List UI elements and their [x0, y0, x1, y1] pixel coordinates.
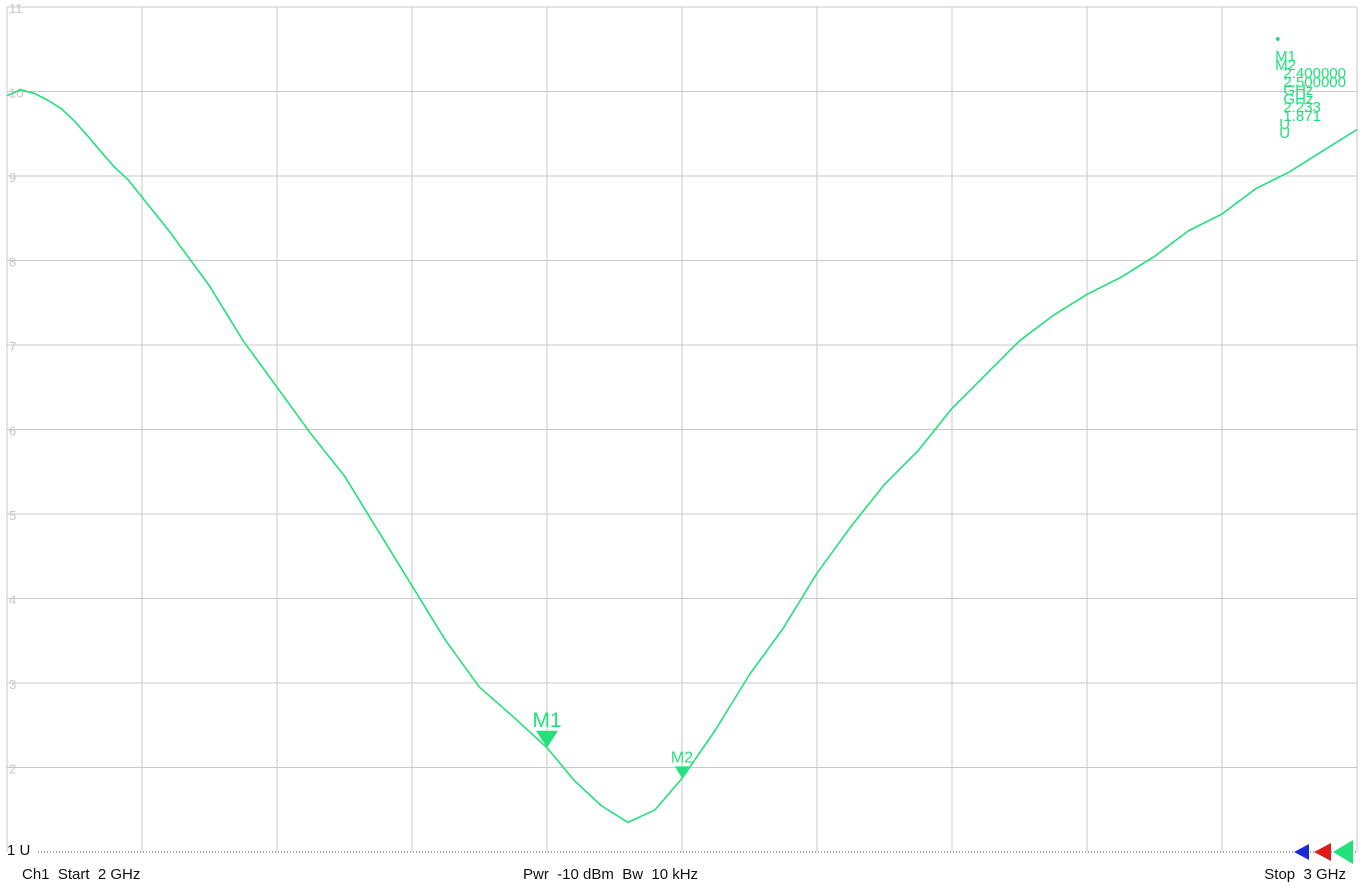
reference-triangle [1333, 840, 1353, 864]
reference-triangle [1294, 844, 1309, 860]
legend-marker-name: M2 [1275, 57, 1296, 74]
y-tick-label: 9 [9, 170, 16, 185]
legend-value: 1.871 [1283, 108, 1321, 125]
y-tick-label: 4 [9, 593, 16, 608]
y-tick-labels: 11 10 9 8 7 6 5 4 3 2 [9, 1, 23, 777]
legend-freq: 2.400000 [1283, 65, 1346, 82]
legend-value: 2.233 [1283, 99, 1321, 116]
reference-level-label: 1 U [7, 842, 31, 859]
reference-triangles [1294, 840, 1353, 864]
marker-group: M1 M2 [532, 709, 693, 779]
y-tick-label: 3 [9, 677, 16, 692]
y-tick-label: 10 [9, 86, 23, 101]
marker-m1-label: M1 [532, 709, 561, 732]
y-tick-label: 11 [9, 1, 23, 16]
footer-start: Ch1 Start 2 GHz [22, 866, 141, 883]
legend-marker-name: M1 [1275, 48, 1296, 65]
legend-freq-unit: GHz [1283, 82, 1314, 99]
legend-bullet: • [1275, 31, 1281, 48]
reference-triangle [1314, 843, 1331, 861]
y-tick-label: 8 [9, 255, 16, 270]
y-tick-label: 6 [9, 424, 16, 439]
legend-freq-unit: GHz [1283, 91, 1314, 108]
marker-m2-label: M2 [671, 749, 693, 766]
marker-m2-triangle [675, 766, 689, 779]
marker-m1-triangle [536, 730, 558, 748]
legend-unit: U [1279, 125, 1291, 142]
y-tick-label: 7 [9, 339, 16, 354]
trace-line [6, 89, 1358, 824]
legend-entry-m1: • M1 2.400000 GHz 2.233 U [1258, 14, 1346, 150]
grid-lines [6, 6, 1358, 852]
y-tick-label: 5 [9, 508, 16, 523]
y-tick-label: 2 [9, 762, 16, 777]
footer-center: Pwr -10 dBm Bw 10 kHz [523, 866, 699, 883]
footer-stop: Stop 3 GHz [1264, 866, 1346, 883]
legend-entry-m2: M2 2.500000 GHz 1.871 U [1258, 40, 1346, 159]
legend-freq: 2.500000 [1283, 74, 1346, 91]
legend-unit: U [1279, 116, 1291, 133]
